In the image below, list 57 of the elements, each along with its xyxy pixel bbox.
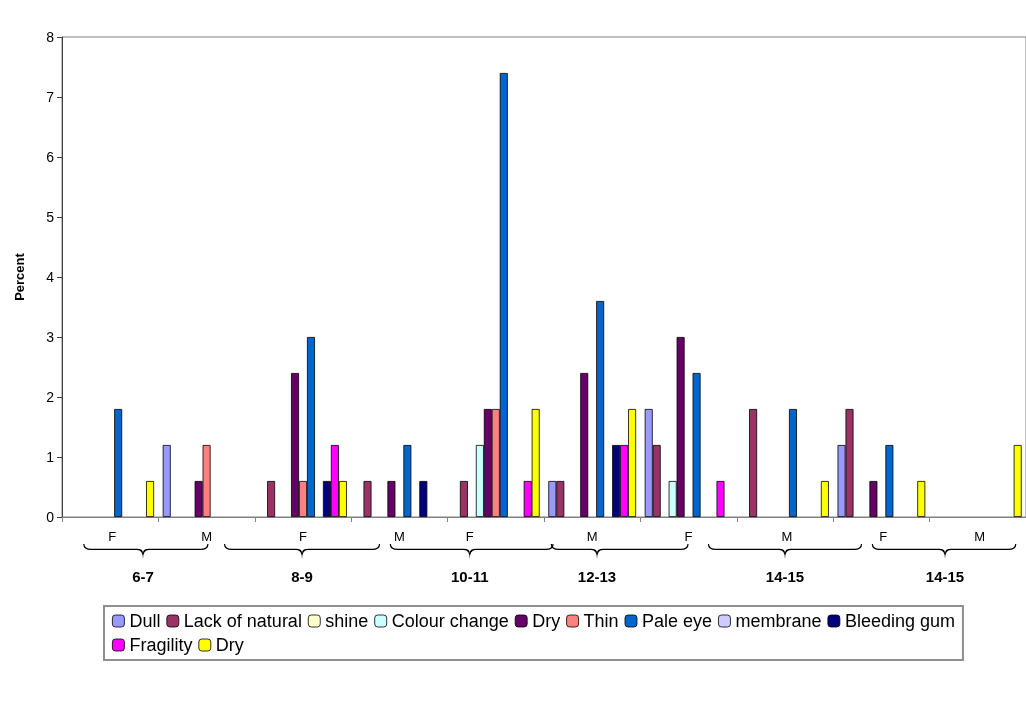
bar — [716, 481, 725, 517]
legend-label: Dry — [532, 611, 561, 631]
bar — [146, 481, 155, 517]
bar — [387, 481, 396, 517]
text: 12-13 — [577, 568, 617, 585]
text: F — [108, 529, 117, 544]
bar — [580, 373, 589, 517]
legend-label: shine — [325, 611, 369, 631]
bar — [869, 481, 878, 517]
bar — [1013, 445, 1022, 517]
bar — [692, 373, 701, 517]
y-tick-label: 1 — [46, 449, 55, 465]
text: F — [684, 529, 693, 544]
text: F — [299, 529, 308, 544]
bar — [820, 481, 829, 517]
legend-label: Pale eye — [642, 611, 713, 631]
y-axis-title: Percent — [12, 252, 27, 301]
y-tick-label: 4 — [46, 269, 55, 285]
text: 14-15 — [925, 568, 965, 585]
y-tick-label: 5 — [46, 209, 55, 225]
y-tick-label: 3 — [46, 329, 55, 345]
text: M — [586, 529, 598, 544]
text: F — [879, 529, 888, 544]
legend-label: Dry — [215, 635, 244, 655]
text: F — [465, 529, 474, 544]
text: 8-9 — [291, 568, 313, 585]
text: M — [781, 529, 793, 544]
legend-label: Colour change — [391, 611, 509, 631]
bar — [596, 301, 605, 517]
legend-label: membrane — [735, 611, 822, 631]
bar — [363, 481, 372, 517]
bar — [788, 409, 797, 517]
bar — [114, 409, 123, 517]
text: 14-15 — [765, 568, 805, 585]
legend-label: Thin — [583, 611, 619, 631]
text: 6-7 — [132, 568, 154, 585]
bar — [917, 481, 926, 517]
bar — [419, 481, 428, 517]
text: M — [201, 529, 213, 544]
bar — [162, 445, 171, 517]
bar — [403, 445, 412, 517]
text: 10-11 — [451, 568, 489, 585]
y-tick-label: 0 — [46, 509, 55, 525]
legend-label: Dull — [129, 611, 161, 631]
bar — [459, 481, 468, 517]
text: M — [393, 529, 405, 544]
y-tick-label: 7 — [46, 89, 55, 105]
y-tick-label: 2 — [46, 389, 55, 405]
bar — [267, 481, 276, 517]
text: M — [974, 529, 986, 544]
legend-label: Lack of natural — [183, 611, 302, 631]
y-tick-label: 8 — [46, 29, 55, 45]
legend-label: Fragility — [129, 635, 193, 655]
y-tick-label: 6 — [46, 149, 55, 165]
legend-label: Bleeding gum — [844, 611, 955, 631]
bar — [885, 445, 894, 517]
bar — [749, 409, 758, 517]
